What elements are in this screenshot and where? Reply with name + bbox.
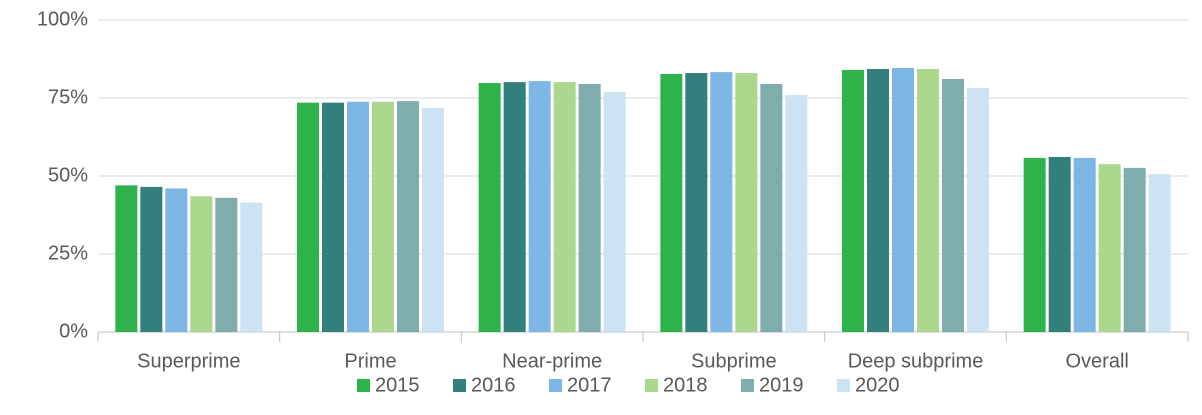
bar bbox=[528, 81, 551, 332]
x-tick-label: Superprime bbox=[137, 350, 240, 372]
bar bbox=[685, 73, 708, 332]
bar bbox=[785, 94, 808, 332]
bar bbox=[478, 83, 501, 332]
legend-swatch bbox=[837, 379, 850, 392]
bar bbox=[660, 73, 683, 332]
bar bbox=[942, 78, 964, 332]
bar bbox=[1123, 167, 1146, 332]
bar bbox=[190, 196, 213, 332]
y-tick-label: 100% bbox=[37, 8, 88, 30]
bar bbox=[115, 185, 138, 332]
bar bbox=[603, 92, 626, 333]
legend-label: 2019 bbox=[759, 374, 804, 396]
legend-label: 2018 bbox=[663, 374, 708, 396]
x-tick-label: Deep subprime bbox=[848, 350, 984, 372]
bar bbox=[372, 101, 394, 332]
bar bbox=[842, 69, 864, 333]
bar bbox=[553, 82, 576, 332]
y-tick-label: 0% bbox=[59, 320, 88, 342]
legend-swatch bbox=[549, 379, 562, 392]
bar bbox=[892, 68, 914, 332]
legend-label: 2015 bbox=[375, 374, 420, 396]
bar bbox=[240, 202, 263, 332]
bar bbox=[1023, 157, 1046, 332]
y-tick-label: 25% bbox=[48, 242, 88, 264]
legend-swatch bbox=[645, 379, 658, 392]
bar bbox=[760, 83, 783, 333]
bar bbox=[1048, 156, 1071, 332]
bar bbox=[422, 107, 444, 332]
bar bbox=[710, 72, 733, 332]
legend-swatch bbox=[357, 379, 370, 392]
bar bbox=[165, 188, 188, 332]
bar bbox=[1148, 174, 1171, 332]
bar bbox=[1098, 164, 1121, 332]
bar bbox=[503, 82, 526, 332]
y-tick-label: 75% bbox=[48, 86, 88, 108]
bar bbox=[297, 102, 319, 333]
legend-swatch bbox=[453, 379, 466, 392]
bar bbox=[735, 73, 758, 332]
legend-swatch bbox=[741, 379, 754, 392]
legend-label: 2017 bbox=[567, 374, 612, 396]
bar bbox=[397, 101, 419, 333]
bar bbox=[140, 186, 163, 332]
bar bbox=[1073, 157, 1096, 332]
legend-label: 2016 bbox=[471, 374, 516, 396]
y-tick-label: 50% bbox=[48, 164, 88, 186]
bar bbox=[578, 83, 601, 333]
bar bbox=[215, 197, 238, 332]
x-tick-label: Prime bbox=[344, 350, 396, 372]
bar bbox=[967, 88, 989, 333]
bar bbox=[867, 68, 889, 332]
x-tick-label: Near-prime bbox=[502, 350, 602, 372]
x-tick-label: Overall bbox=[1065, 350, 1128, 372]
bar bbox=[322, 102, 344, 333]
bar bbox=[347, 101, 369, 332]
x-tick-label: Subprime bbox=[691, 350, 777, 372]
legend-label: 2020 bbox=[855, 374, 900, 396]
bar bbox=[917, 68, 939, 332]
